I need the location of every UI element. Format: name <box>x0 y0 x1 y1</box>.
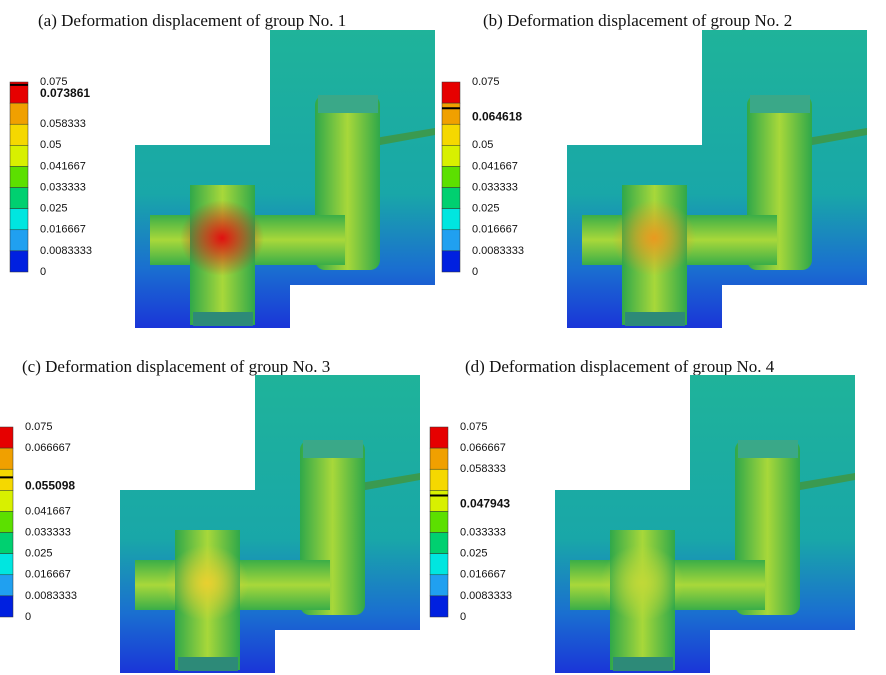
max-label: 0.073861 <box>40 86 90 100</box>
figure: (a) Deformation displacement of group No… <box>0 0 886 675</box>
panel: 0.075 0.066667 0.058333 0.033333 0.025 0.0166… <box>430 375 855 673</box>
legend-label: 0.033333 <box>25 526 71 538</box>
hotspot <box>600 545 684 621</box>
legend-band <box>0 511 13 532</box>
legend-band <box>430 448 448 469</box>
legend-label: 0.0083333 <box>472 245 524 257</box>
legend-band <box>442 103 460 124</box>
legend-label: 0.0083333 <box>25 590 77 602</box>
legend-label: 0.066667 <box>460 442 506 454</box>
legend-label: 0.041667 <box>25 505 71 517</box>
legend-label: 0.033333 <box>460 526 506 538</box>
max-label: 0.064618 <box>472 109 522 123</box>
legend-band <box>430 533 448 554</box>
legend-label: 0 <box>25 611 31 623</box>
max-label: 0.047943 <box>460 497 510 511</box>
left-pipe-cap <box>193 312 253 326</box>
model-body <box>120 375 420 673</box>
legend-band <box>430 554 448 575</box>
legend-label: 0.075 <box>460 421 488 433</box>
legend-band <box>442 166 460 187</box>
legend-band <box>0 469 13 490</box>
legend-band <box>430 427 448 448</box>
legend-band <box>442 145 460 166</box>
legend-band <box>0 596 13 617</box>
legend-label: 0.041667 <box>40 160 86 172</box>
legend-label: 0.025 <box>40 203 68 215</box>
right-pipe-cap <box>750 95 810 113</box>
legend-label: 0.033333 <box>40 181 86 193</box>
legend-label: 0.016667 <box>460 569 506 581</box>
legend-band <box>0 427 13 448</box>
legend-band <box>10 251 28 272</box>
legend-label: 0.0083333 <box>460 590 512 602</box>
legend-label: 0.0083333 <box>40 245 92 257</box>
left-pipe-cap <box>625 312 685 326</box>
legend-band <box>442 124 460 145</box>
legend-band <box>430 596 448 617</box>
legend-band <box>10 209 28 230</box>
max-label: 0.055098 <box>25 479 75 493</box>
legend-label: 0.05 <box>472 139 493 151</box>
legend-band <box>442 251 460 272</box>
legend-band <box>10 145 28 166</box>
legend-label: 0 <box>460 611 466 623</box>
legend-band <box>10 124 28 145</box>
legend-band <box>442 188 460 209</box>
legend-label: 0 <box>40 266 46 278</box>
legend-label: 0.066667 <box>25 442 71 454</box>
hotspot <box>180 200 264 276</box>
model-body <box>135 30 435 328</box>
legend-label: 0.025 <box>25 548 53 560</box>
legend-band <box>0 490 13 511</box>
hotspot <box>165 545 249 621</box>
legend-label: 0.05 <box>40 139 61 151</box>
legend-band <box>0 448 13 469</box>
panel-caption: (d) Deformation displacement of group No… <box>465 357 775 376</box>
legend-label: 0.016667 <box>40 224 86 236</box>
legend-label: 0.025 <box>460 548 488 560</box>
legend-band <box>0 575 13 596</box>
legend-band <box>0 554 13 575</box>
legend-label: 0.016667 <box>472 224 518 236</box>
legend-band <box>442 209 460 230</box>
legend-band <box>10 188 28 209</box>
legend-band <box>430 469 448 490</box>
legend-band <box>10 230 28 251</box>
left-pipe-cap <box>178 657 238 671</box>
legend-band <box>430 575 448 596</box>
legend-band <box>10 103 28 124</box>
right-pipe-cap <box>318 95 378 113</box>
model-body <box>555 375 855 673</box>
legend-label: 0.025 <box>472 203 500 215</box>
legend-label: 0.033333 <box>472 181 518 193</box>
hotspot <box>612 200 696 276</box>
panel-caption: (c) Deformation displacement of group No… <box>22 357 330 376</box>
legend-label: 0.058333 <box>40 118 86 130</box>
panel-caption: (a) Deformation displacement of group No… <box>38 11 346 30</box>
right-pipe-cap <box>303 440 363 458</box>
legend-band <box>442 82 460 103</box>
panel: 0.075 0.066667 0.041667 0.033333 0.025 0.0166… <box>0 375 420 673</box>
left-pipe-cap <box>613 657 673 671</box>
legend-label: 0 <box>472 266 478 278</box>
legend-band <box>430 511 448 532</box>
legend-label: 0.016667 <box>25 569 71 581</box>
legend-label: 0.041667 <box>472 160 518 172</box>
panel: 0.0750.0583330.050.0416670.0333330.0250.… <box>10 30 435 328</box>
legend-band <box>0 533 13 554</box>
legend-band <box>430 490 448 511</box>
legend-label: 0.075 <box>472 76 500 88</box>
model-body <box>567 30 867 328</box>
legend-band <box>10 166 28 187</box>
panel: 0.075 0.05 0.041667 0.033333 0.025 0.016667 0.… <box>442 30 867 328</box>
right-pipe-cap <box>738 440 798 458</box>
legend-band <box>442 230 460 251</box>
legend-label: 0.075 <box>25 421 53 433</box>
legend-label: 0.058333 <box>460 463 506 475</box>
panel-caption: (b) Deformation displacement of group No… <box>483 11 792 30</box>
